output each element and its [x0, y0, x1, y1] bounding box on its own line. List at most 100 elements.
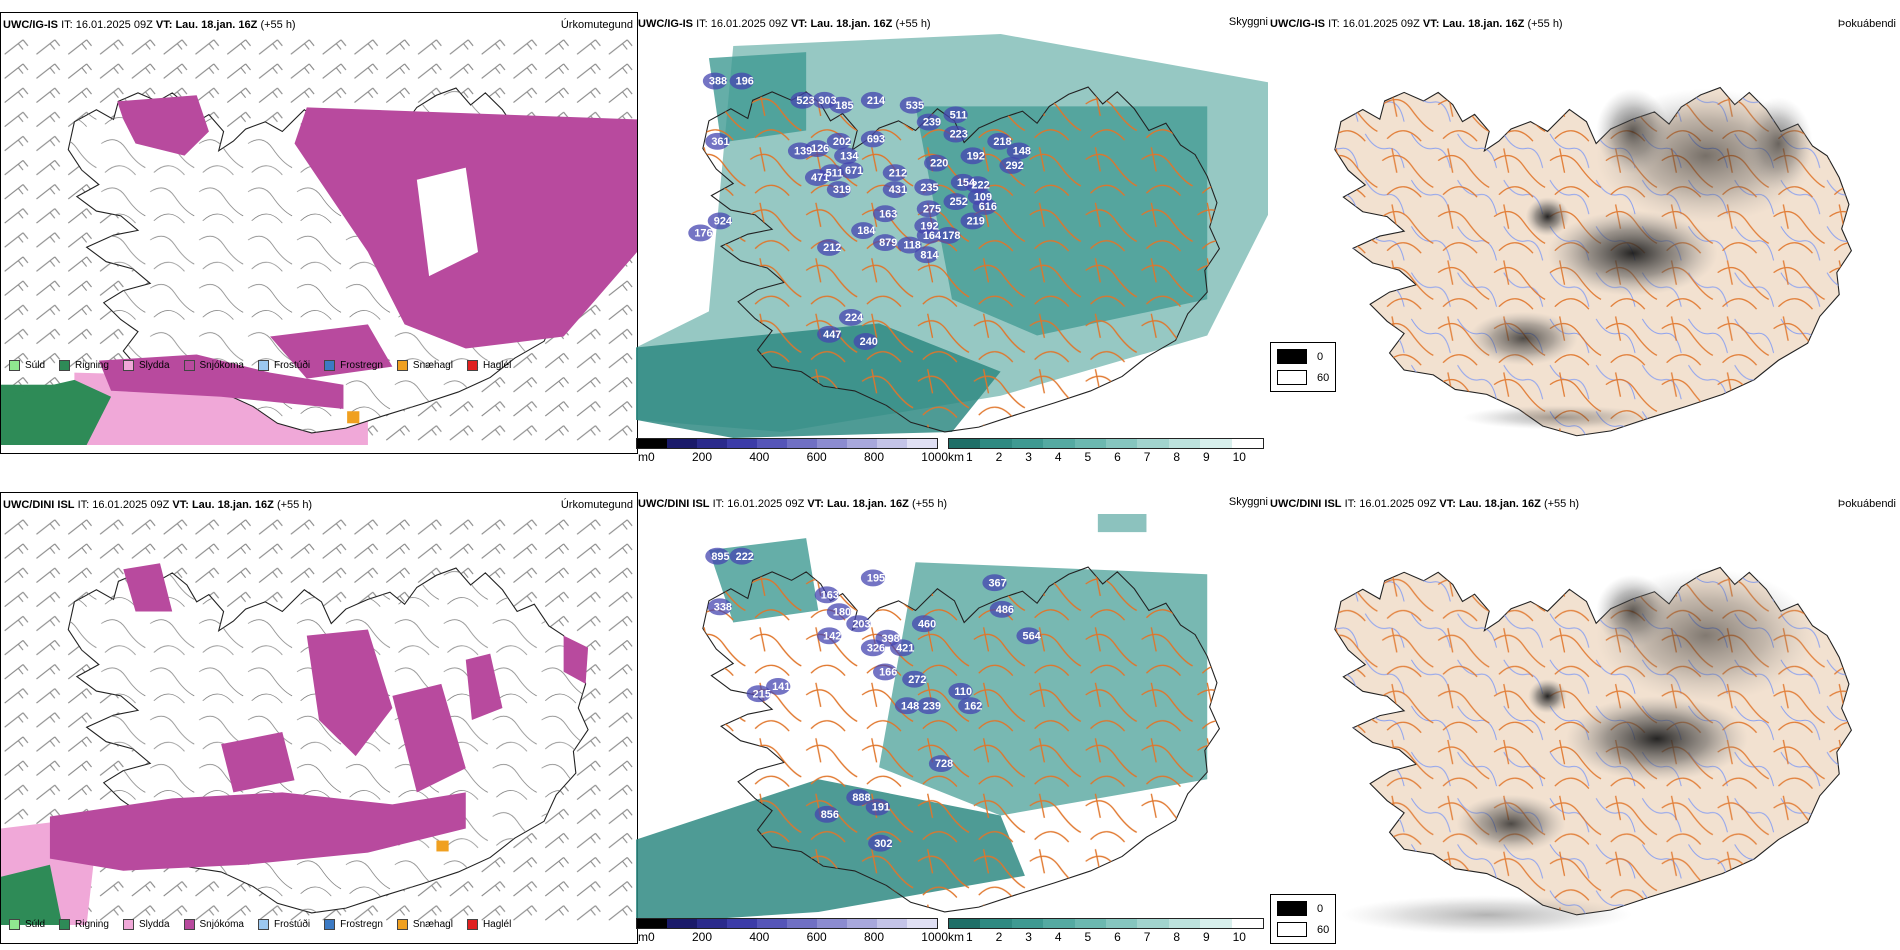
- cloud-base-cell: [860, 130, 886, 148]
- cloud-base-label: 239: [923, 700, 941, 712]
- cloud-base-label: 180: [833, 606, 851, 618]
- cloud-base-cell: [873, 663, 898, 681]
- cloud-base-label: 239: [923, 117, 941, 129]
- cloud-base-label: 888: [852, 792, 870, 804]
- cloud-base-label: 302: [874, 838, 892, 850]
- swatch-snjokoma: [183, 360, 195, 371]
- legend-item: Snjókoma: [183, 919, 244, 930]
- cloud-base-cell: [899, 96, 925, 114]
- cloud-base-cell: [943, 106, 968, 124]
- cloud-base-label: 924: [714, 216, 732, 228]
- height-unit: m: [638, 930, 648, 944]
- cloud-base-label: 192: [967, 150, 985, 162]
- cloud-base-label: 191: [872, 802, 890, 814]
- cloud-base-cell: [790, 91, 815, 109]
- cloud-base-cell: [982, 574, 1007, 592]
- cloud-base-label: 447: [823, 329, 841, 341]
- cloud-base-label: 240: [860, 336, 878, 348]
- cloud-base-label: 523: [796, 95, 814, 107]
- fog-key-row: 60: [1277, 370, 1329, 385]
- fog-map: [1334, 86, 1852, 437]
- cloud-base-label: 141: [772, 681, 790, 693]
- legend-item: Frostúði: [257, 919, 310, 930]
- cloud-base-cell: [814, 586, 839, 604]
- vis-colorbar: [948, 438, 1264, 449]
- cloud-base-cell: [873, 205, 898, 223]
- swatch-sudl: [9, 360, 20, 371]
- fog-key-swatch: [1277, 922, 1307, 937]
- panel-header: UWC/DINI ISL IT: 16.01.2025 09Z VT: Lau.…: [1270, 498, 1580, 510]
- cloud-base-label: 154: [957, 177, 975, 189]
- cloud-base-label: 272: [908, 674, 926, 686]
- cloud-base-cell: [882, 181, 908, 198]
- panel-title: Þokuábendi: [1837, 18, 1896, 30]
- fog-key-swatch: [1277, 349, 1307, 364]
- swatch-snjokoma: [183, 919, 195, 930]
- cloud-base-cell: [707, 212, 733, 230]
- cloud-base-cell: [826, 132, 852, 150]
- legend-item: Rigning: [59, 919, 109, 930]
- cloud-base-cell: [987, 132, 1012, 150]
- height-ticks: 0 200 400 600 800 1000: [648, 930, 948, 944]
- cloud-base-label: 215: [753, 688, 771, 700]
- cloud-base-cell: [851, 222, 876, 239]
- swatch-snaehagl: [396, 360, 408, 371]
- legend-item: Haglél: [466, 919, 511, 930]
- legend-item: Haglél: [466, 360, 511, 371]
- cloud-base-label: 192: [920, 220, 938, 232]
- cloud-base-label: 511: [950, 109, 968, 121]
- cloud-base-cell: [705, 547, 730, 565]
- legend-item: Frostregn: [324, 919, 383, 930]
- cloud-base-label: 176: [694, 228, 712, 240]
- cloud-base-label: 148: [1013, 146, 1031, 158]
- panel-header: UWC/IG-IS IT: 16.01.2025 09Z VT: Lau. 18…: [3, 19, 296, 31]
- cloud-base-cell: [817, 325, 842, 343]
- panel-header: UWC/IG-IS IT: 16.01.2025 09Z VT: Lau. 18…: [638, 18, 931, 30]
- cloud-base-label: 535: [906, 100, 924, 112]
- cloud-base-cell: [873, 234, 898, 252]
- panel-title: Úrkomutegund: [560, 499, 633, 511]
- cloud-base-cell: [960, 147, 985, 165]
- cloud-base-cell: [868, 834, 893, 852]
- cloud-base-cell: [890, 639, 915, 657]
- cloud-base-cell: [846, 788, 871, 806]
- cloud-base-label: 252: [950, 196, 968, 208]
- cloud-base-cell: [999, 157, 1024, 174]
- legend-item: Snæhagl: [396, 360, 453, 371]
- fog-key: 0 60: [1270, 342, 1337, 392]
- panel-title: Skyggni: [1228, 16, 1268, 28]
- cloud-base-cell: [860, 91, 886, 109]
- cloud-base-label: 109: [974, 191, 992, 203]
- cloud-base-cell: [688, 224, 713, 242]
- cloud-base-label: 139: [794, 146, 812, 158]
- cloud-base-label: 134: [840, 150, 858, 162]
- cloud-base-cell: [914, 178, 939, 196]
- cloud-base-label: 895: [711, 551, 729, 563]
- swatch-slydda: [122, 919, 134, 930]
- cloud-base-label: 164: [923, 230, 941, 242]
- cloud-base-cell: [860, 639, 886, 657]
- cloud-base-cell: [972, 198, 997, 215]
- legend-item: Rigning: [59, 360, 109, 371]
- cloud-base-label: 460: [918, 618, 936, 630]
- cloud-base-label: 471: [811, 172, 829, 184]
- cloud-base-cell: [914, 246, 939, 264]
- cloud-base-label: 219: [967, 216, 985, 228]
- precip-legend: Súld Rigning Slydda Snjókoma Frostúði Fr…: [9, 919, 511, 930]
- cloud-base-cell: [766, 678, 791, 695]
- cloud-base-cell: [936, 226, 961, 244]
- cloud-base-cell: [943, 125, 968, 143]
- panel-header: UWC/DINI ISL IT: 16.01.2025 09Z VT: Lau.…: [3, 499, 313, 511]
- cloud-base-cell: [817, 627, 842, 645]
- panel-header: UWC/IG-IS IT: 16.01.2025 09Z VT: Lau. 18…: [1270, 18, 1563, 30]
- swatch-sudl: [9, 919, 20, 930]
- cloud-base-cell: [829, 96, 854, 114]
- precip-type-map: [1, 35, 637, 445]
- legend-item: Snæhagl: [396, 919, 453, 930]
- cloud-base-label: 220: [930, 158, 948, 170]
- precip-type-panel-top: UWC/IG-IS IT: 16.01.2025 09Z VT: Lau. 18…: [0, 12, 638, 454]
- vis-unit: km: [948, 930, 964, 944]
- cloud-base-label: 303: [818, 95, 836, 107]
- legend-item: Súld: [9, 919, 45, 930]
